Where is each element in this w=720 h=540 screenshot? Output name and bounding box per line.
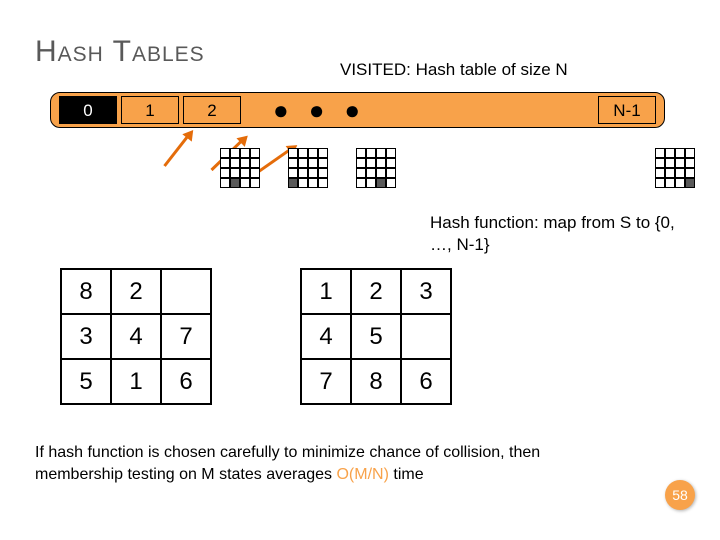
- mini-grid-right: [655, 148, 695, 188]
- bucket-2: 2: [183, 96, 241, 124]
- cell: 2: [351, 269, 401, 314]
- puzzle-left: 8 2 3 4 7 5 1 6: [60, 268, 212, 405]
- bucket-1: 1: [121, 96, 179, 124]
- cell: 1: [301, 269, 351, 314]
- mini-grid-3: [356, 148, 396, 188]
- page-number: 58: [665, 480, 695, 510]
- cell: 7: [161, 314, 211, 359]
- cell: 4: [301, 314, 351, 359]
- bottom-text: If hash function is chosen carefully to …: [35, 442, 625, 485]
- cell: 6: [401, 359, 451, 404]
- puzzle-right: 1 2 3 4 5 7 8 6: [300, 268, 452, 405]
- bottom-text-post: time: [389, 466, 424, 483]
- cell: 5: [61, 359, 111, 404]
- bucket-0: 0: [59, 96, 117, 124]
- cell: 8: [61, 269, 111, 314]
- cell: 1: [111, 359, 161, 404]
- cell: 8: [351, 359, 401, 404]
- bottom-text-pre: If hash function is chosen carefully to …: [35, 444, 540, 483]
- hash-array: 0 1 2 ●●● N-1: [50, 92, 665, 128]
- page-title: Hash Tables: [35, 35, 205, 69]
- mini-grids-row: [220, 148, 396, 188]
- cell: 7: [301, 359, 351, 404]
- cell: 3: [61, 314, 111, 359]
- cell: [161, 269, 211, 314]
- cell: 6: [161, 359, 211, 404]
- bottom-text-accent: O(M/N): [336, 466, 388, 483]
- mini-grid-1: [220, 148, 260, 188]
- cell: [401, 314, 451, 359]
- cell: 3: [401, 269, 451, 314]
- bucket-last: N-1: [598, 96, 656, 124]
- cell: 2: [111, 269, 161, 314]
- cell: 5: [351, 314, 401, 359]
- visited-label: VISITED: Hash table of size N: [340, 60, 568, 80]
- mini-grid-2: [288, 148, 328, 188]
- arrow-1: [163, 135, 189, 167]
- ellipsis-dots: ●●●: [243, 95, 596, 126]
- cell: 4: [111, 314, 161, 359]
- hash-function-text: Hash function: map from S to {0, …, N-1}: [430, 212, 690, 256]
